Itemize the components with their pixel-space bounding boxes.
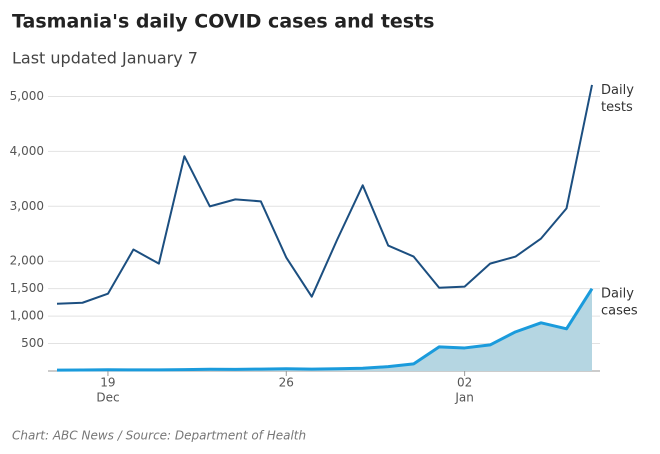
y-tick-label: 1,500 <box>10 281 44 295</box>
y-tick-label: 3,000 <box>10 199 44 213</box>
x-tick-label: 26 <box>279 376 294 390</box>
series-label-line: Daily <box>601 286 634 301</box>
y-tick-label: 2,000 <box>10 254 44 268</box>
chart-subtitle: Last updated January 7 <box>12 49 198 68</box>
line <box>56 287 594 372</box>
chart-title: Tasmania's daily COVID cases and tests <box>12 11 435 33</box>
series-label: Daily cases <box>601 286 638 318</box>
y-tick-label: 500 <box>21 336 44 350</box>
y-tick-label: 1,000 <box>10 309 44 323</box>
source-note: Chart: ABC News / Source: Department of … <box>12 429 306 443</box>
area <box>57 288 592 371</box>
x-month-label: Jan <box>454 391 474 405</box>
x-tick-label: 19 <box>100 376 115 390</box>
series-label-line: cases <box>601 303 638 318</box>
y-tick-label: 5,000 <box>10 89 44 103</box>
series-label: Daily tests <box>601 82 634 114</box>
line <box>56 84 593 305</box>
x-month-label: Dec <box>96 391 119 405</box>
series-label-line: Daily <box>601 82 634 97</box>
y-tick-label: 4,000 <box>10 144 44 158</box>
x-tick-label: 02 <box>457 376 472 390</box>
series-label-line: tests <box>601 99 633 114</box>
